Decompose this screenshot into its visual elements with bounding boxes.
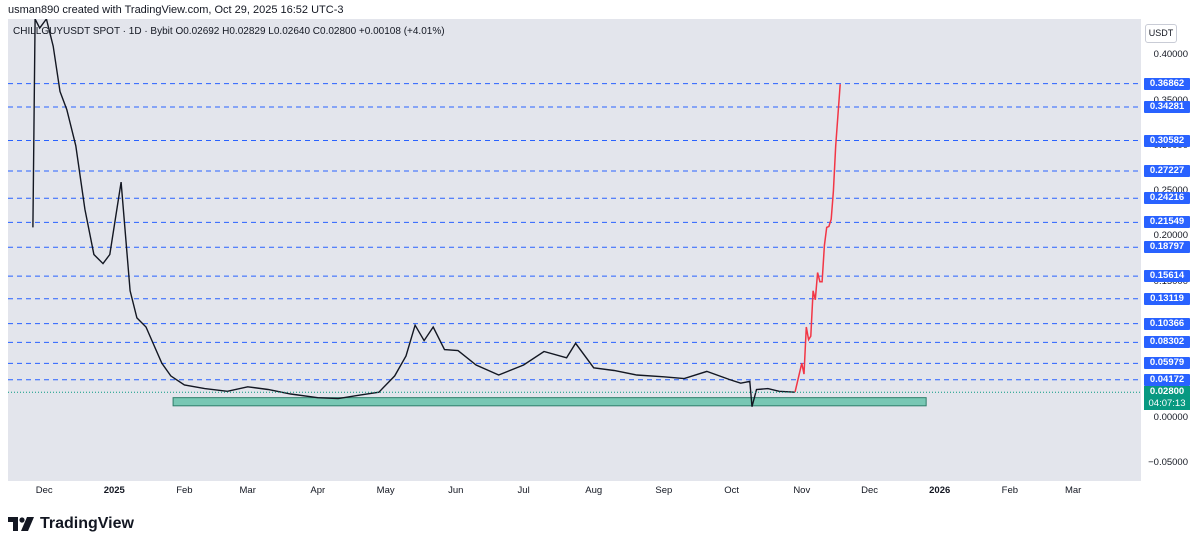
- time-axis-label: Jun: [448, 485, 464, 496]
- price-chart[interactable]: [8, 19, 1141, 481]
- time-axis-label: Aug: [585, 485, 603, 496]
- chart-attribution: usman890 created with TradingView.com, O…: [8, 4, 344, 16]
- time-axis-label: Apr: [310, 485, 326, 496]
- level-price-tag: 0.34281: [1144, 101, 1190, 114]
- time-axis-label: Mar: [239, 485, 256, 496]
- price-tick: 0.25000: [1153, 185, 1188, 197]
- time-axis-label: 2025: [103, 485, 125, 496]
- level-price-tag: 0.04172: [1144, 373, 1190, 386]
- level-price-tag: 0.05979: [1144, 357, 1190, 370]
- level-price-tag: 0.13119: [1144, 292, 1190, 305]
- tradingview-logo-icon: [8, 517, 34, 531]
- time-axis-label: Jul: [517, 485, 530, 496]
- time-axis-label: Dec: [35, 485, 53, 496]
- level-price-tag: 0.21549: [1144, 216, 1190, 229]
- time-axis-label: Feb: [1001, 485, 1019, 496]
- price-tick: −0.05000: [1148, 456, 1188, 468]
- time-axis-label: Sep: [655, 485, 673, 496]
- level-price-tag: 0.30582: [1144, 134, 1190, 147]
- price-tick: 0.35000: [1153, 94, 1188, 106]
- price-tick: 0.40000: [1153, 49, 1188, 61]
- time-axis-label: Feb: [176, 485, 193, 496]
- currency-button[interactable]: USDT: [1145, 24, 1177, 43]
- level-price-tag: 0.27227: [1144, 164, 1190, 177]
- price-series-line: [32, 19, 796, 407]
- price-tick: 0.00000: [1153, 411, 1188, 423]
- level-price-tag: 0.36862: [1144, 77, 1190, 90]
- level-price-tag: 0.24216: [1144, 192, 1190, 205]
- support-zone: [172, 397, 927, 407]
- time-axis-label: Nov: [793, 485, 811, 496]
- time-axis[interactable]: [8, 481, 1141, 501]
- time-axis-label: Oct: [724, 485, 740, 496]
- time-axis-label: Dec: [861, 485, 879, 496]
- current-price-tag: 0.02800: [1144, 386, 1190, 399]
- time-axis-label: Mar: [1064, 485, 1082, 496]
- level-price-tag: 0.15614: [1144, 270, 1190, 283]
- price-tick: 0.20000: [1153, 230, 1188, 242]
- time-axis-label: May: [376, 485, 395, 496]
- projection-path: [794, 84, 841, 393]
- level-price-tag: 0.18797: [1144, 241, 1190, 254]
- symbol-info[interactable]: CHILLGUYUSDT SPOT · 1D · Bybit O0.02692 …: [13, 26, 445, 37]
- level-price-tag: 0.08302: [1144, 336, 1190, 349]
- level-price-tag: 0.10366: [1144, 317, 1190, 330]
- time-axis-label: 2026: [929, 485, 951, 496]
- tradingview-logo: TradingView: [8, 514, 134, 534]
- candle-countdown: 04:07:13: [1144, 398, 1190, 411]
